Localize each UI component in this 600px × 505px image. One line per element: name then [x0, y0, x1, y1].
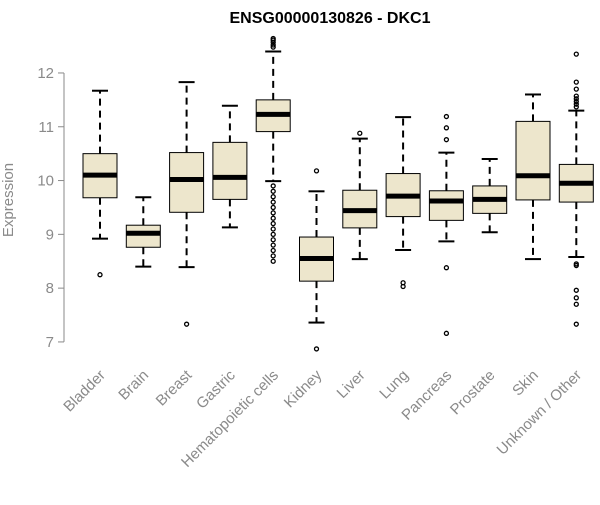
- y-tick-label: 12: [37, 65, 54, 82]
- y-tick-label: 11: [38, 119, 54, 136]
- outlier-point: [270, 258, 276, 264]
- outlier-point: [270, 253, 276, 259]
- iqr-box: [428, 190, 464, 221]
- outlier-point: [270, 242, 276, 248]
- outlier-point: [573, 295, 579, 301]
- outlier-point: [183, 321, 190, 327]
- outlier-point: [443, 113, 450, 120]
- box-group: [428, 113, 464, 336]
- outlier-point: [270, 194, 276, 200]
- outlier-point: [573, 79, 579, 85]
- outlier-point: [270, 247, 276, 254]
- chart-title: ENSG00000130826 - DKC1: [229, 10, 430, 27]
- box-group: [212, 104, 248, 229]
- outlier-point: [270, 35, 276, 42]
- axes: 7 8 9 10 11 12: [37, 65, 65, 351]
- y-axis-label: Expression: [0, 163, 17, 237]
- box-group: [299, 168, 334, 352]
- x-category-label: Skin: [509, 367, 542, 400]
- outlier-point: [573, 287, 579, 293]
- box-group: [515, 93, 551, 261]
- boxes: [82, 35, 594, 352]
- iqr-box: [125, 224, 161, 248]
- x-category-label: Kidney: [281, 366, 326, 411]
- outlier-point: [357, 130, 363, 136]
- box-group: [82, 89, 118, 278]
- outlier-point: [443, 137, 450, 143]
- box-group: [472, 158, 508, 234]
- outlier-point: [270, 204, 276, 211]
- outlier-point: [573, 101, 579, 107]
- outlier-point: [573, 93, 579, 99]
- outlier-point: [270, 237, 276, 243]
- y-tick-label: 8: [46, 280, 54, 297]
- box-group: [558, 51, 594, 327]
- outlier-point: [270, 188, 276, 194]
- x-category-label: Prostate: [447, 367, 499, 419]
- y-tick-label: 10: [37, 173, 54, 190]
- outlier-point: [573, 301, 579, 307]
- outlier-point: [443, 125, 450, 131]
- outlier-point: [573, 262, 579, 269]
- outlier-point: [270, 44, 276, 50]
- outlier-point: [270, 226, 276, 232]
- outlier-point: [270, 42, 276, 48]
- outlier-point: [573, 98, 579, 105]
- outlier-point: [270, 220, 276, 227]
- box-group: [169, 81, 205, 327]
- outlier-point: [270, 210, 276, 216]
- outlier-point: [573, 51, 579, 57]
- outlier-point: [443, 265, 450, 271]
- box-group: [385, 116, 421, 290]
- outlier-point: [573, 96, 579, 102]
- outlier-point: [313, 346, 320, 352]
- outlier-point: [573, 86, 579, 92]
- x-category-label: Lung: [376, 367, 412, 403]
- outlier-point: [97, 272, 103, 278]
- x-category-label: Brain: [115, 367, 152, 404]
- iqr-box: [515, 120, 551, 201]
- iqr-box: [212, 141, 248, 200]
- box-group: [125, 196, 161, 268]
- box-group: [342, 130, 378, 261]
- x-category-label: Liver: [334, 367, 369, 402]
- outlier-point: [573, 321, 579, 327]
- outlier-point: [270, 199, 276, 205]
- outlier-point: [270, 215, 276, 221]
- box-group: [255, 35, 291, 264]
- y-tick-label: 7: [46, 334, 54, 351]
- y-tick-label: 9: [46, 226, 54, 243]
- iqr-box: [169, 152, 205, 213]
- x-category-label: Breast: [153, 366, 196, 409]
- outlier-point: [270, 231, 276, 237]
- outlier-point: [443, 330, 450, 336]
- outlier-point: [573, 104, 579, 110]
- outlier-point: [313, 168, 320, 174]
- outlier-point: [270, 183, 276, 189]
- outlier-point: [400, 283, 406, 290]
- x-category-label: Bladder: [60, 367, 109, 416]
